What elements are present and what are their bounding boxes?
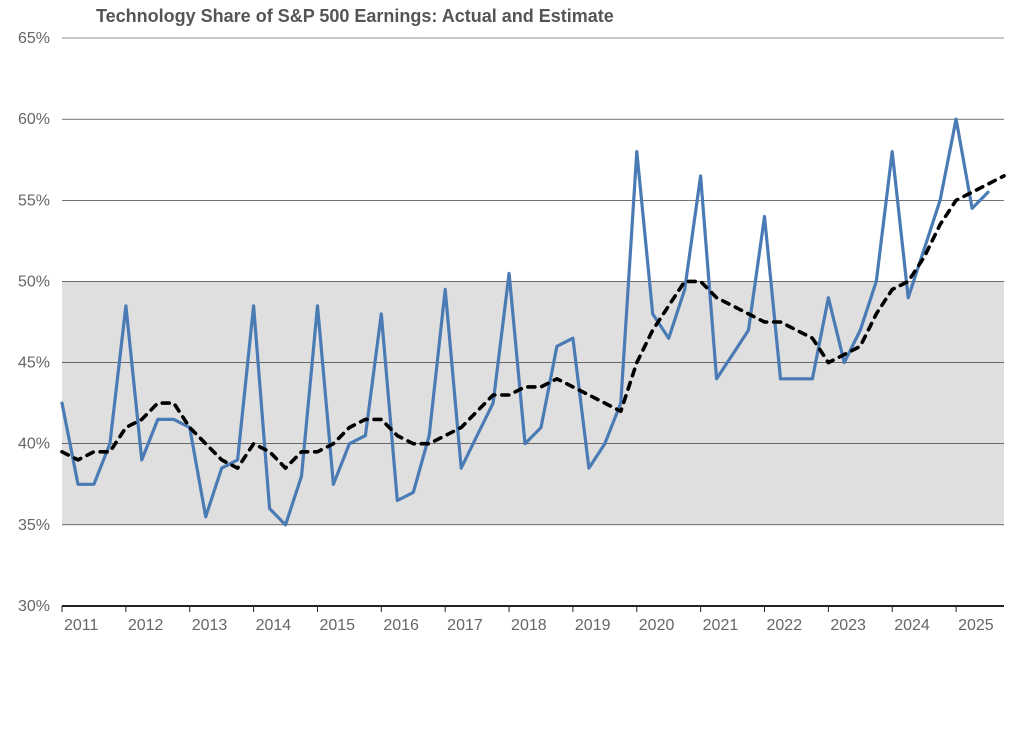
x-tick-label: 2012 — [128, 617, 164, 634]
x-tick-label: 2013 — [192, 617, 228, 634]
x-tick-label: 2017 — [447, 617, 483, 634]
x-tick-label: 2023 — [830, 617, 866, 634]
y-tick-label: 40% — [18, 436, 50, 453]
y-tick-label: 45% — [18, 355, 50, 372]
x-tick-label: 2016 — [383, 617, 419, 634]
y-tick-label: 35% — [18, 517, 50, 534]
chart-container: Technology Share of S&P 500 Earnings: Ac… — [0, 0, 1024, 743]
x-tick-label: 2020 — [639, 617, 675, 634]
x-tick-label: 2018 — [511, 617, 547, 634]
y-tick-label: 30% — [18, 598, 50, 615]
x-tick-label: 2015 — [319, 617, 355, 634]
y-tick-label: 50% — [18, 273, 50, 290]
x-tick-label: 2011 — [64, 617, 99, 634]
x-tick-label: 2019 — [575, 617, 611, 634]
x-tick-label: 2022 — [767, 617, 803, 634]
y-tick-label: 60% — [18, 111, 50, 128]
x-tick-label: 2021 — [703, 617, 739, 634]
x-tick-label: 2024 — [894, 617, 930, 634]
chart-title: Technology Share of S&P 500 Earnings: Ac… — [96, 6, 614, 27]
y-tick-label: 65% — [18, 30, 50, 47]
y-tick-label: 55% — [18, 192, 50, 209]
x-tick-label: 2014 — [256, 617, 292, 634]
line-chart: 30% 35% 40% 45% 50% 55% 60% 65% 2011 2012 2013 2014… — [0, 0, 1024, 743]
x-tick-label: 2025 — [958, 617, 994, 634]
